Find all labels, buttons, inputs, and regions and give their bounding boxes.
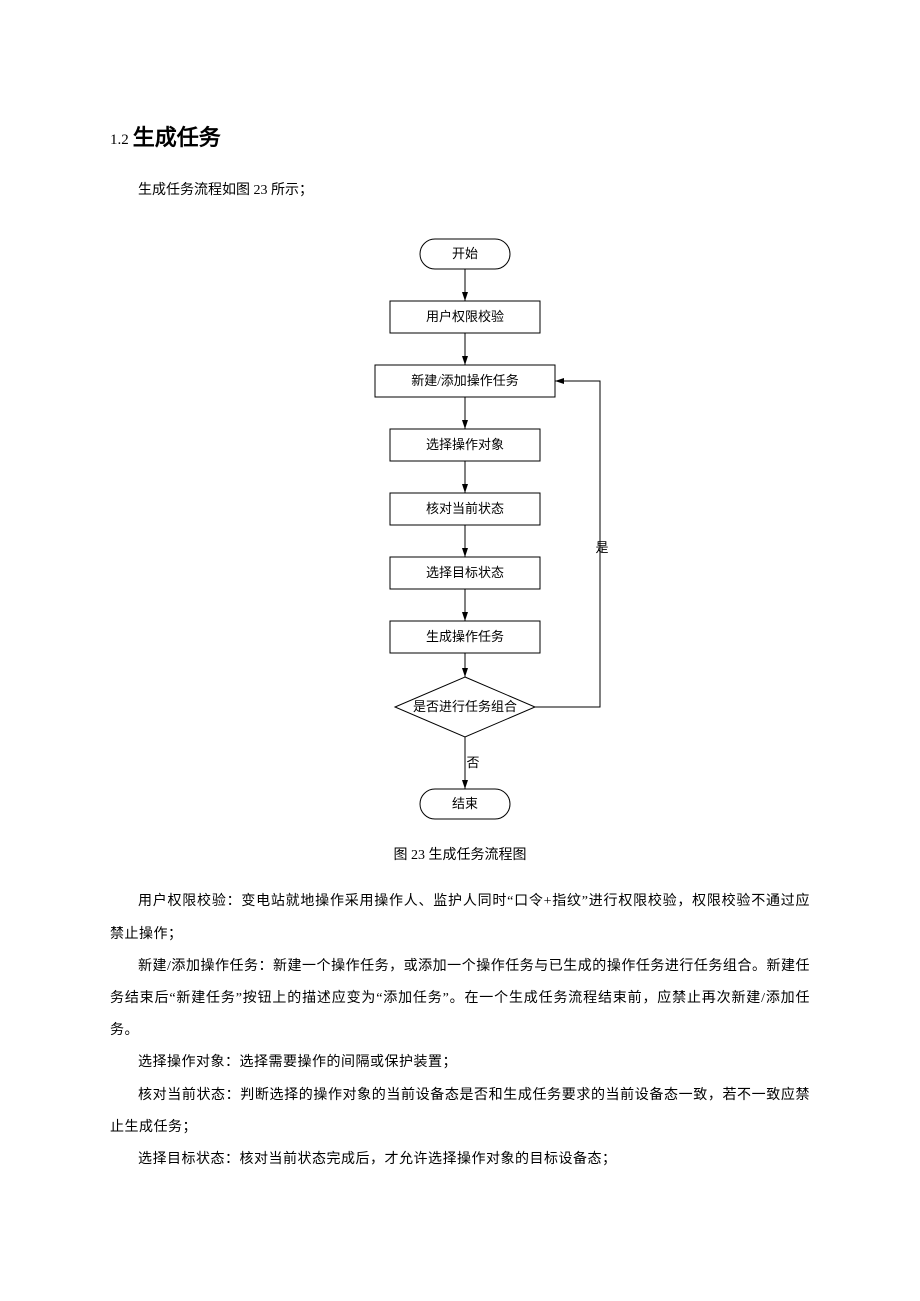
flow-node-label: 生成操作任务 bbox=[426, 629, 504, 644]
body-paragraph: 新建/添加操作任务：新建一个操作任务，或添加一个操作任务与已生成的操作任务进行任… bbox=[110, 951, 810, 1048]
section-title: 生成任务 bbox=[133, 125, 221, 150]
flow-edge-label: 是 bbox=[595, 540, 608, 555]
section-number: 1.2 bbox=[110, 132, 129, 148]
flow-node-label: 选择目标状态 bbox=[426, 565, 504, 580]
flow-node-label: 是否进行任务组合 bbox=[413, 699, 517, 714]
flowchart-svg: 开始用户权限校验新建/添加操作任务选择操作对象核对当前状态选择目标状态生成操作任… bbox=[280, 219, 640, 829]
intro-text: 生成任务流程如图 23 所示； bbox=[110, 176, 810, 205]
figure-caption: 图 23 生成任务流程图 bbox=[110, 844, 810, 864]
flow-node-label: 新建/添加操作任务 bbox=[411, 373, 519, 388]
flow-node-label: 用户权限校验 bbox=[426, 309, 504, 324]
body-paragraph: 核对当前状态：判断选择的操作对象的当前设备态是否和生成任务要求的当前设备态一致，… bbox=[110, 1080, 810, 1144]
body-paragraphs: 用户权限校验：变电站就地操作采用操作人、监护人同时“口令+指纹”进行权限校验，权… bbox=[110, 886, 810, 1176]
flow-node-label: 选择操作对象 bbox=[426, 437, 504, 452]
flow-loopback bbox=[535, 381, 600, 707]
flow-node-label: 核对当前状态 bbox=[426, 501, 504, 516]
flow-node-label: 结束 bbox=[452, 796, 478, 811]
section-heading: 1.2生成任务 bbox=[110, 120, 810, 152]
flowchart-container: 开始用户权限校验新建/添加操作任务选择操作对象核对当前状态选择目标状态生成操作任… bbox=[110, 219, 810, 834]
body-paragraph: 选择操作对象：选择需要操作的间隔或保护装置； bbox=[110, 1047, 810, 1079]
body-paragraph: 选择目标状态：核对当前状态完成后，才允许选择操作对象的目标设备态； bbox=[110, 1144, 810, 1176]
flow-edge-label: 否 bbox=[466, 755, 479, 770]
flow-node-label: 开始 bbox=[452, 246, 478, 261]
body-paragraph: 用户权限校验：变电站就地操作采用操作人、监护人同时“口令+指纹”进行权限校验，权… bbox=[110, 886, 810, 950]
document-page: 1.2生成任务 生成任务流程如图 23 所示； 开始用户权限校验新建/添加操作任… bbox=[0, 0, 920, 1236]
